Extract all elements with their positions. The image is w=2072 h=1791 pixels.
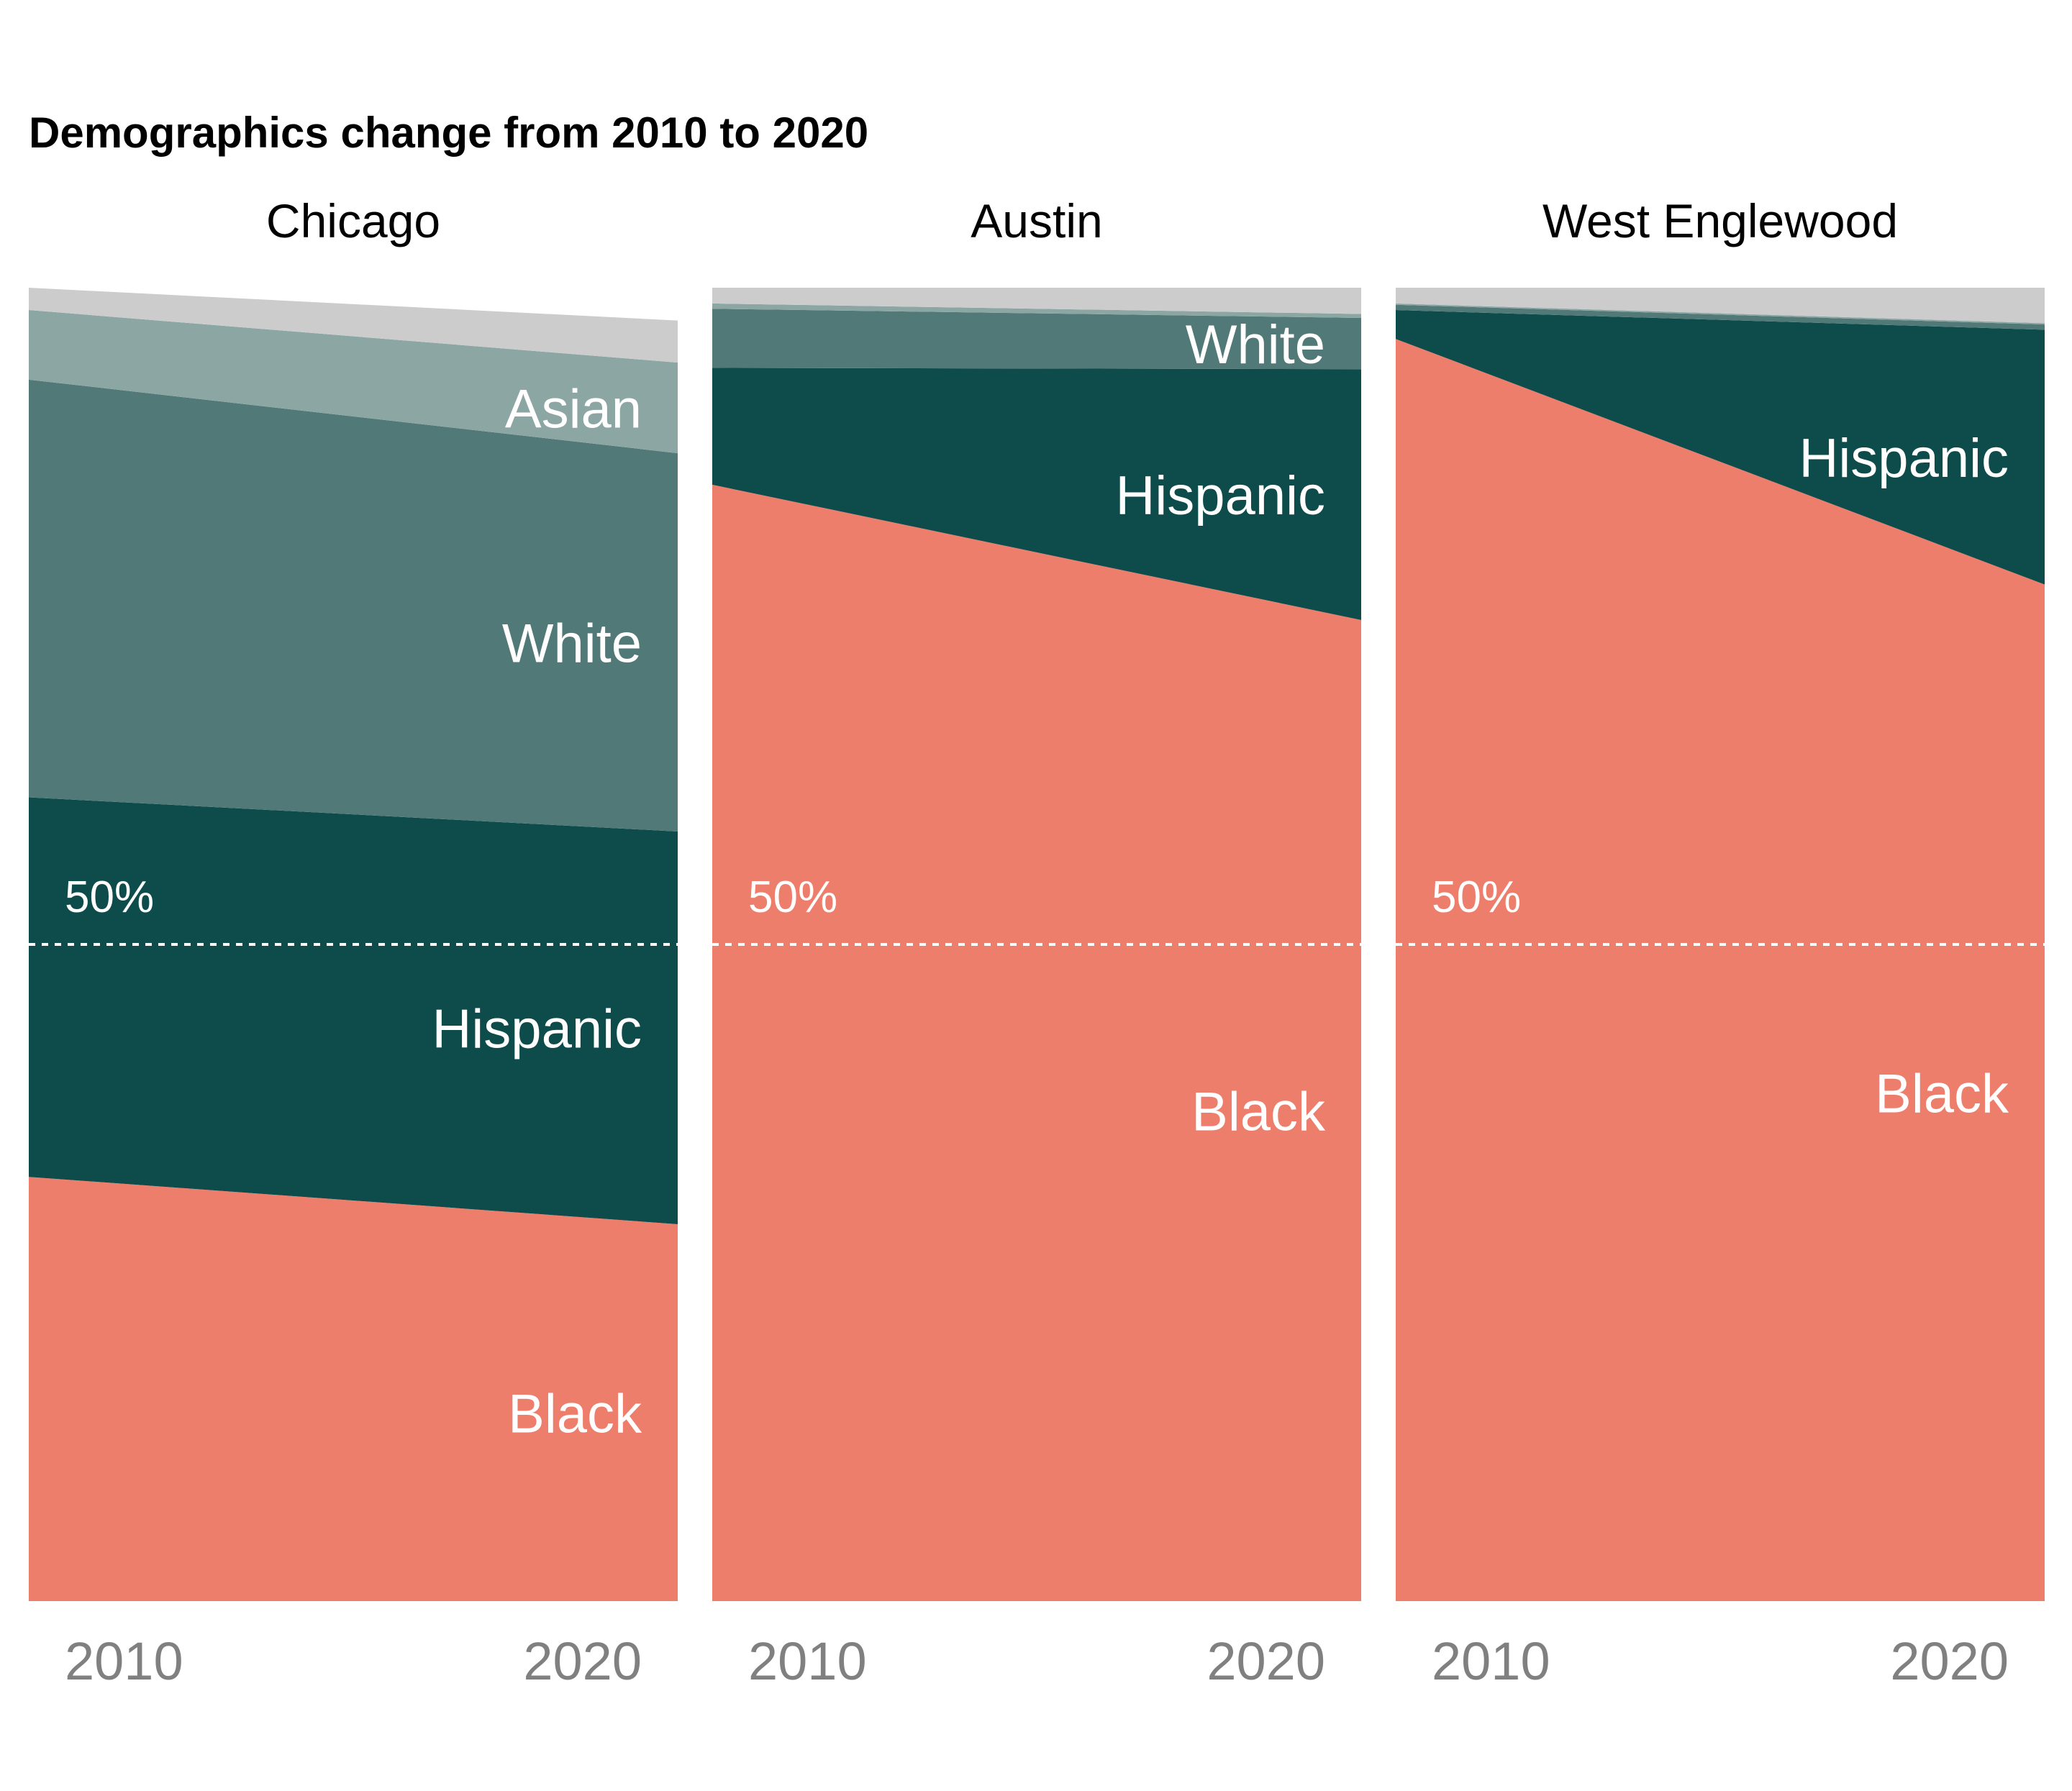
area-label-black-west-englewood: Black bbox=[1875, 1064, 2009, 1125]
area-label-black-austin: Black bbox=[1191, 1081, 1326, 1142]
area-label-white-austin: White bbox=[1186, 314, 1325, 375]
panels: Chicago Black Hispanic White Asian 50% 2010 202… bbox=[29, 194, 2045, 1691]
x-tick-2020-austin: 2020 bbox=[1207, 1631, 1325, 1691]
area-label-hispanic-chicago: Hispanic bbox=[432, 998, 642, 1059]
x-tick-2010-chicago: 2010 bbox=[65, 1631, 183, 1691]
x-tick-2020-west-englewood: 2020 bbox=[1890, 1631, 2009, 1691]
x-tick-2020-chicago: 2020 bbox=[523, 1631, 642, 1691]
area-asian-west-englewood bbox=[1396, 303, 2045, 325]
x-tick-2010-west-englewood: 2010 bbox=[1432, 1631, 1550, 1691]
panel-title-austin: Austin bbox=[971, 194, 1102, 247]
area-black-west-englewood bbox=[1396, 339, 2045, 1601]
area-other-chicago bbox=[29, 288, 678, 363]
area-label-asian-chicago: Asian bbox=[505, 378, 642, 439]
area-black-chicago bbox=[29, 1177, 678, 1601]
panel-austin: Austin Black Hispanic White 50% 2010 2020 bbox=[712, 194, 1361, 1691]
panel-west-englewood: West Englewood Black Hispanic 50% 2010 2020 bbox=[1396, 194, 2045, 1691]
area-hispanic-austin bbox=[712, 368, 1361, 620]
area-other-austin bbox=[712, 288, 1361, 314]
panel-title-chicago: Chicago bbox=[266, 194, 440, 247]
area-black-austin bbox=[712, 484, 1361, 1601]
area-label-black-chicago: Black bbox=[508, 1383, 642, 1444]
chart-title: Demographics change from 2010 to 2020 bbox=[29, 109, 868, 157]
area-label-hispanic-austin: Hispanic bbox=[1116, 465, 1325, 527]
x-tick-2010-austin: 2010 bbox=[748, 1631, 867, 1691]
reference-label-west-englewood: 50% bbox=[1432, 872, 1521, 922]
reference-label-chicago: 50% bbox=[65, 872, 154, 922]
panel-title-west-englewood: West Englewood bbox=[1542, 194, 1898, 247]
area-hispanic-west-englewood bbox=[1396, 310, 2045, 585]
area-white-chicago bbox=[29, 379, 678, 831]
area-label-white-chicago: White bbox=[502, 613, 642, 674]
area-label-hispanic-west-englewood: Hispanic bbox=[1799, 428, 2009, 489]
area-asian-chicago bbox=[29, 310, 678, 454]
area-asian-austin bbox=[712, 303, 1361, 318]
area-white-west-englewood bbox=[1396, 304, 2045, 330]
panel-chicago: Chicago Black Hispanic White Asian 50% 2010 202… bbox=[29, 194, 678, 1691]
area-hispanic-chicago bbox=[29, 797, 678, 1224]
reference-label-austin: 50% bbox=[748, 872, 837, 922]
area-white-austin bbox=[712, 309, 1361, 370]
area-other-west-englewood bbox=[1396, 288, 2045, 324]
